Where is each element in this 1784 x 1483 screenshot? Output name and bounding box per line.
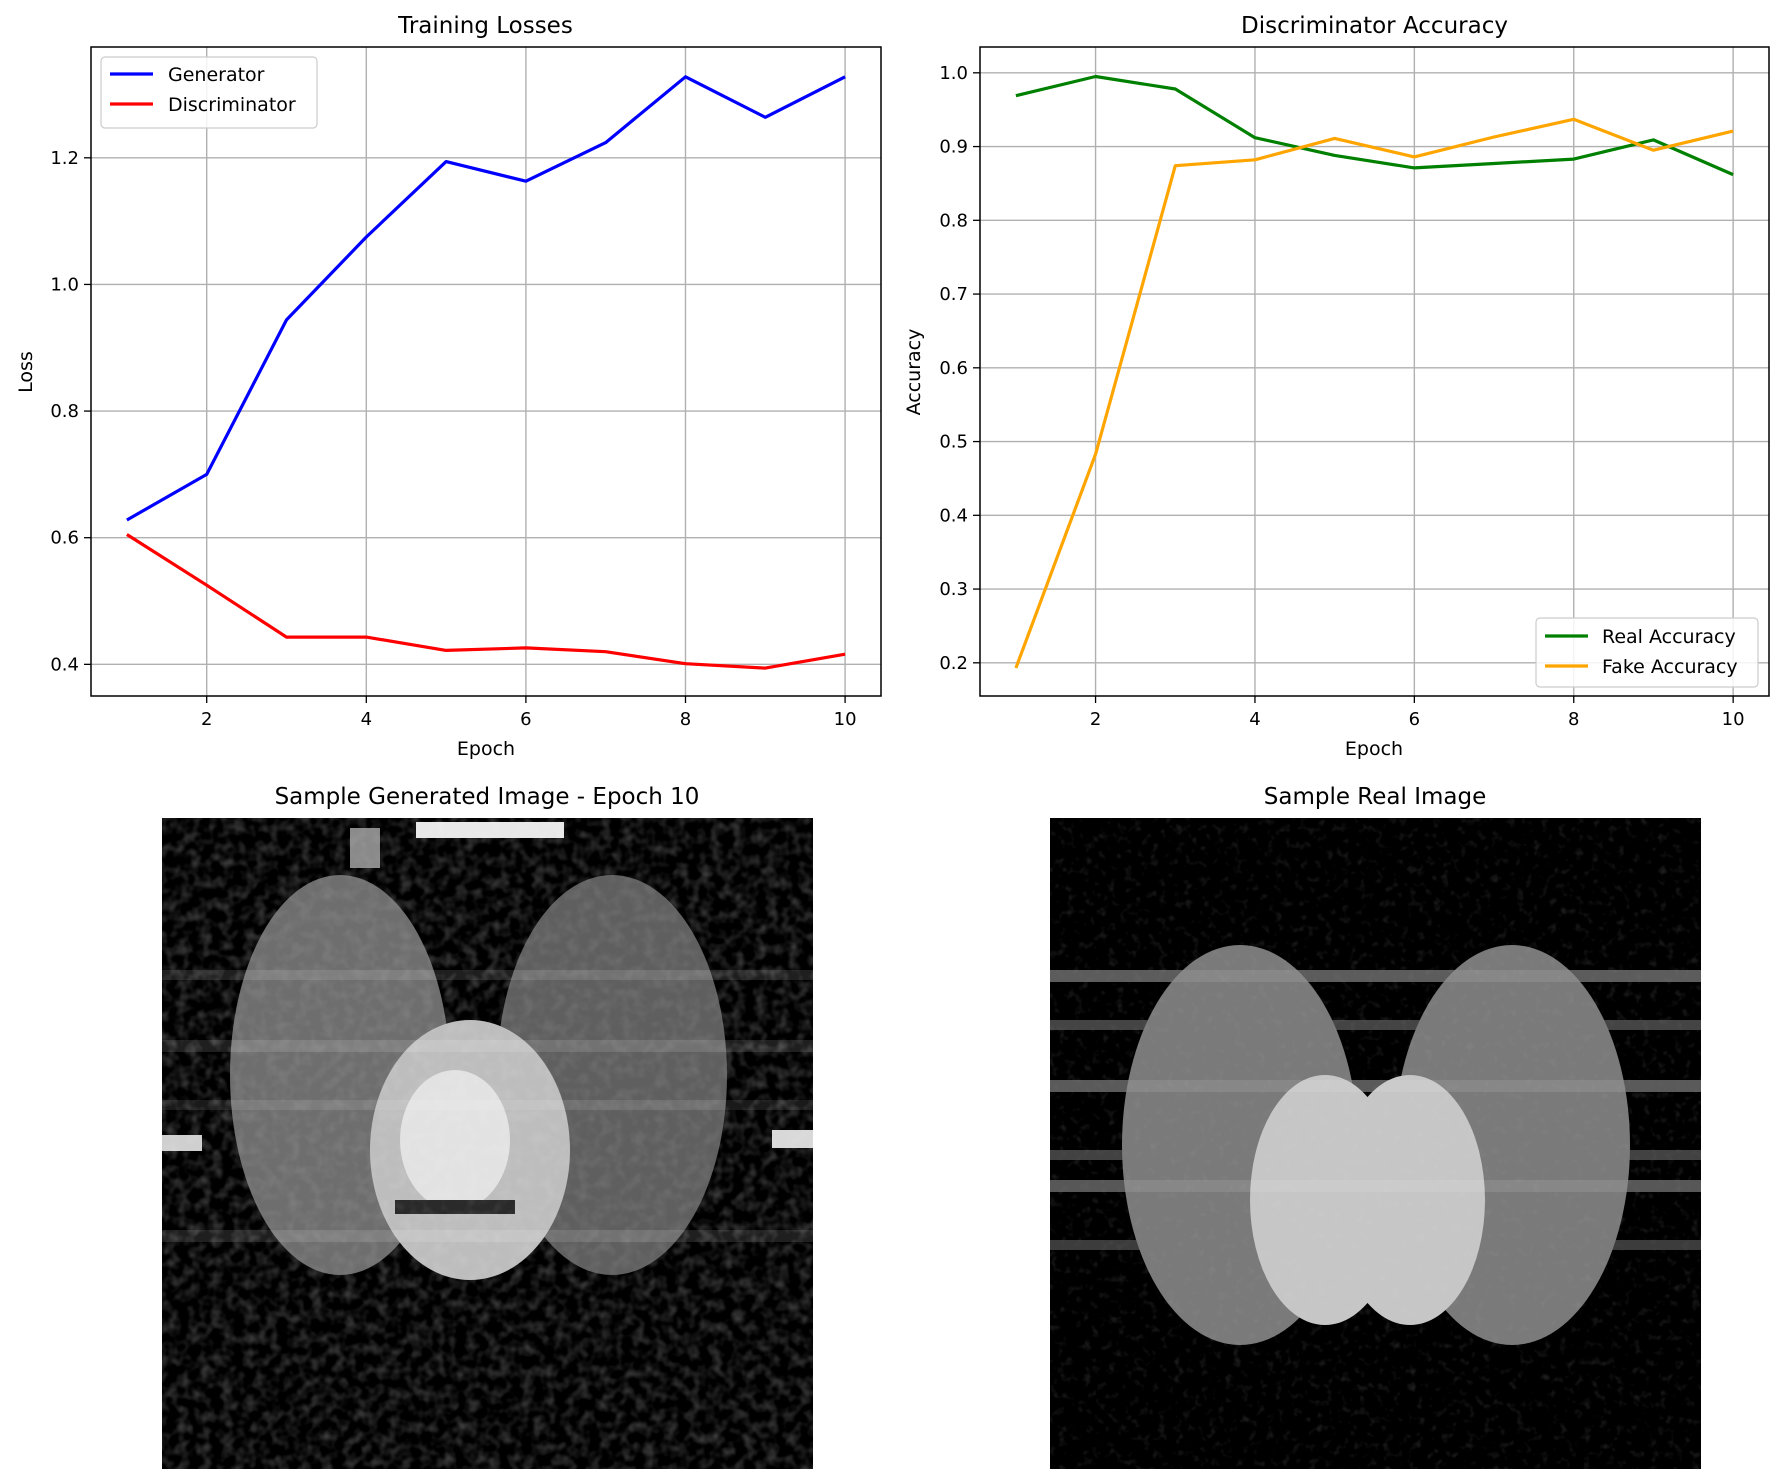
x-tick-label: 6: [520, 709, 531, 730]
x-tick-label: 4: [361, 709, 372, 730]
generated-image-title: Sample Generated Image - Epoch 10: [275, 784, 700, 810]
training-losses-chart: Training Losses 2 4 6 8 10 0.4 0.6 0.8 1.0 1.2 Ep…: [15, 13, 882, 760]
y-tick-label: 0.2: [939, 653, 968, 674]
y-tick-label: 0.3: [939, 579, 968, 600]
generated-image-panel: Sample Generated Image - Epoch 10: [162, 784, 813, 1469]
y-tick-label: 1.2: [50, 148, 79, 169]
x-tick-label: 8: [1568, 709, 1579, 730]
x-tick-label: 2: [1090, 709, 1101, 730]
legend: Real Accuracy Fake Accuracy: [1535, 617, 1759, 688]
legend-label-generator: Generator: [168, 64, 265, 86]
x-tick-label: 8: [680, 709, 691, 730]
series-line-generator: [126, 75, 846, 522]
grid: [91, 47, 881, 696]
y-tick-label: 0.5: [939, 432, 968, 453]
legend-label-real-accuracy: Real Accuracy: [1602, 626, 1736, 648]
y-tick-label: 1.0: [50, 274, 79, 295]
x-tick-label: 2: [201, 709, 212, 730]
plot-frame: [979, 46, 1770, 697]
y-axis-label: Accuracy: [903, 329, 925, 416]
legend-label-discriminator: Discriminator: [168, 94, 296, 116]
x-tick-label: 10: [1722, 709, 1745, 730]
y-tick-label: 0.9: [939, 137, 968, 158]
y-tick-label: 0.4: [939, 505, 968, 526]
x-tick-label: 4: [1249, 709, 1260, 730]
y-tick-label: 0.7: [939, 284, 968, 305]
real-image-panel: Sample Real Image: [1050, 784, 1701, 1469]
legend-box: [100, 56, 318, 129]
series-lines: [126, 75, 846, 670]
chart-title: Training Losses: [397, 13, 573, 39]
discriminator-accuracy-chart: Discriminator Accuracy 2 4 6 8 10 0.2 0.3 0.4 0.…: [903, 13, 1770, 760]
real-image-title: Sample Real Image: [1264, 784, 1486, 810]
generated-image: [162, 818, 813, 1469]
x-tick-label: 6: [1409, 709, 1420, 730]
chart-title: Discriminator Accuracy: [1241, 13, 1508, 39]
grid: [980, 47, 1769, 696]
x-axis-label: Epoch: [457, 738, 515, 760]
tick-labels: 2 4 6 8 10 0.4 0.6 0.8 1.0 1.2: [50, 148, 856, 730]
y-tick-label: 0.8: [50, 401, 79, 422]
y-tick-label: 1.0: [939, 63, 968, 84]
series-line-fake-accuracy: [1014, 117, 1734, 669]
tick-labels: 2 4 6 8 10 0.2 0.3 0.4 0.5 0.6 0.7 0.8 0.9 1.0: [939, 63, 1744, 730]
plot-frame: [90, 46, 882, 697]
legend: Generator Discriminator: [100, 56, 318, 129]
real-image: [1050, 818, 1701, 1469]
series-line-real-accuracy: [1015, 74, 1734, 177]
legend-box: [1535, 617, 1759, 688]
x-axis-label: Epoch: [1345, 738, 1403, 760]
legend-label-fake-accuracy: Fake Accuracy: [1602, 656, 1738, 678]
y-tick-label: 0.4: [50, 654, 79, 675]
series-lines: [1014, 74, 1734, 669]
y-tick-label: 0.6: [50, 528, 79, 549]
x-tick-label: 10: [834, 709, 857, 730]
y-axis-label: Loss: [15, 351, 37, 393]
y-tick-label: 0.8: [939, 210, 968, 231]
series-line-discriminator: [126, 533, 846, 670]
y-tick-label: 0.6: [939, 358, 968, 379]
